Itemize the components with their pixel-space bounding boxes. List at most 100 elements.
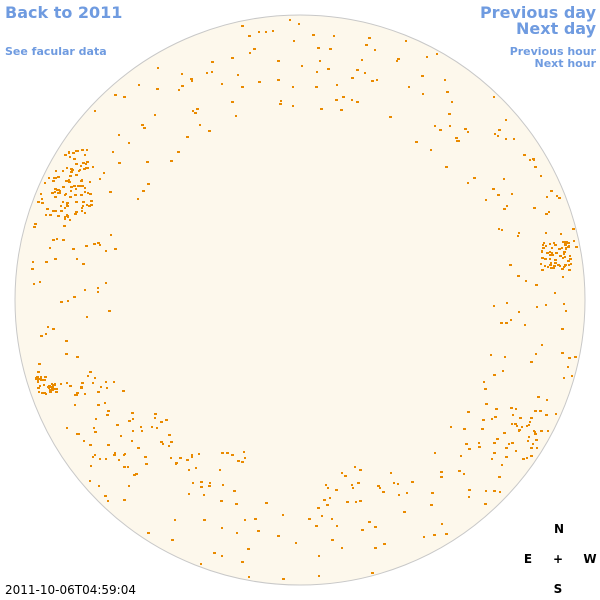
facula: [327, 68, 330, 70]
facula: [75, 163, 78, 165]
facula: [33, 226, 36, 228]
facula: [84, 187, 86, 189]
facula: [484, 503, 487, 505]
facula: [535, 284, 538, 286]
facula: [555, 413, 557, 415]
facula: [137, 447, 140, 449]
facula: [524, 324, 526, 326]
facula: [177, 151, 180, 153]
facula: [397, 58, 400, 60]
facula: [82, 201, 85, 203]
facula: [431, 492, 434, 494]
facula: [301, 65, 303, 67]
facula: [236, 532, 238, 534]
facula: [265, 502, 268, 504]
facula: [66, 214, 68, 216]
facula: [105, 250, 107, 252]
facula: [64, 216, 66, 218]
back-link[interactable]: Back to 2011: [5, 3, 123, 22]
facula: [405, 40, 407, 42]
facula: [503, 208, 506, 210]
facula: [522, 458, 525, 460]
facula: [359, 500, 362, 502]
facula: [503, 432, 506, 434]
facula: [138, 84, 140, 86]
facula: [352, 487, 354, 489]
facula: [504, 356, 506, 358]
facula: [170, 457, 172, 459]
facula: [194, 112, 197, 114]
facula: [336, 525, 338, 527]
facula: [533, 430, 535, 432]
facula: [37, 371, 40, 373]
facula: [319, 60, 321, 62]
facula: [516, 425, 518, 427]
next-day-link[interactable]: Next day: [516, 19, 596, 38]
facula: [156, 88, 159, 90]
facula: [545, 213, 548, 215]
facula: [464, 128, 467, 130]
facula: [89, 480, 91, 482]
facula: [456, 140, 458, 142]
facula: [544, 258, 547, 260]
facula: [244, 457, 246, 459]
facula: [411, 481, 414, 483]
facula: [335, 489, 338, 491]
facula: [540, 175, 542, 177]
facula: [68, 181, 71, 183]
facula: [84, 154, 86, 156]
next-hour-link[interactable]: Next hour: [534, 57, 597, 70]
facula: [541, 250, 543, 252]
facula: [128, 142, 130, 144]
facular-link[interactable]: See facular data: [5, 45, 107, 58]
facula: [562, 276, 564, 278]
compass-south: S: [553, 582, 563, 596]
facula: [308, 518, 311, 520]
facula: [70, 190, 72, 192]
previous-hour-link[interactable]: Previous hour: [509, 45, 596, 58]
facula: [444, 79, 446, 81]
facula: [33, 283, 35, 285]
facula: [511, 442, 514, 444]
facula: [357, 482, 360, 484]
facula: [277, 79, 280, 81]
facula: [235, 115, 237, 117]
facula: [43, 392, 46, 394]
facula: [114, 248, 117, 250]
facula: [492, 188, 495, 190]
facula: [554, 244, 557, 246]
facula: [160, 421, 163, 423]
facula: [84, 212, 86, 214]
facula: [565, 247, 567, 249]
facula: [199, 124, 201, 126]
previous-day-link[interactable]: Previous day: [479, 3, 596, 22]
facula: [518, 232, 520, 234]
facula: [497, 135, 499, 137]
facula: [105, 458, 107, 460]
facula: [351, 484, 353, 486]
facula: [376, 79, 378, 81]
facula: [356, 69, 359, 71]
facula: [94, 110, 96, 112]
facula: [293, 40, 295, 42]
facula: [532, 443, 534, 445]
facula: [89, 444, 92, 446]
facula: [63, 225, 66, 227]
facula: [458, 140, 460, 142]
facula: [519, 417, 522, 419]
facula: [123, 499, 126, 501]
facula: [534, 166, 537, 168]
facula: [55, 170, 57, 172]
facula: [84, 289, 86, 291]
facula: [546, 252, 549, 254]
facula: [562, 241, 565, 243]
facula: [67, 300, 69, 302]
facula: [97, 242, 100, 244]
facula: [326, 504, 329, 506]
facula: [200, 486, 203, 488]
facula: [208, 485, 211, 487]
facula: [38, 363, 41, 365]
facula: [132, 430, 134, 432]
facula: [200, 481, 203, 483]
facula: [231, 57, 234, 59]
